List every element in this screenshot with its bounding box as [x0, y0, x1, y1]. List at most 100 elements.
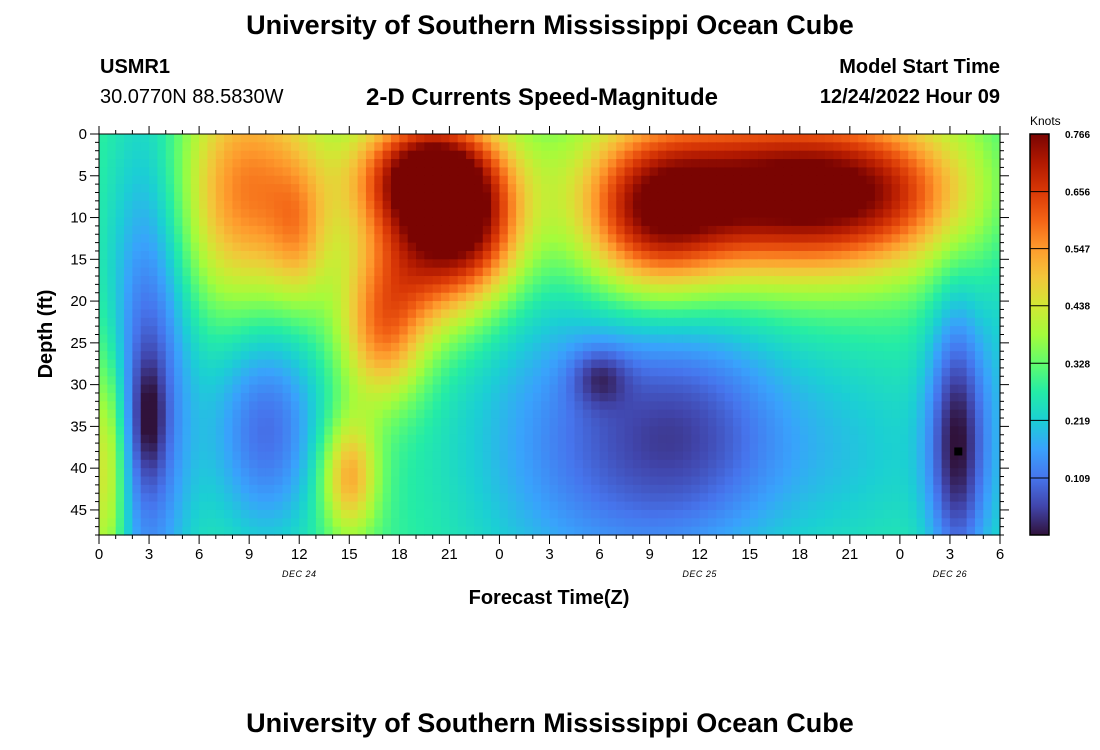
heatmap-cell [132, 184, 142, 194]
heatmap-cell [641, 476, 651, 486]
heatmap-cell [557, 175, 567, 185]
heatmap-cell [824, 167, 834, 177]
heatmap-cell [866, 443, 876, 453]
heatmap-cell [374, 259, 384, 269]
heatmap-cell [933, 142, 943, 152]
heatmap-cell [841, 175, 851, 185]
heatmap-cell [424, 142, 434, 152]
heatmap-cell [808, 259, 818, 269]
heatmap-cell [315, 175, 325, 185]
heatmap-cell [883, 509, 893, 519]
heatmap-cell [307, 459, 317, 469]
heatmap-cell [908, 242, 918, 252]
heatmap-cell [140, 459, 150, 469]
heatmap-cell [157, 501, 167, 511]
heatmap-cell [282, 225, 292, 235]
heatmap-cell [149, 250, 158, 260]
heatmap-cell [574, 184, 584, 194]
heatmap-cell [132, 225, 142, 235]
heatmap-cell [182, 267, 192, 277]
heatmap-cell [474, 284, 484, 294]
heatmap-cell [866, 150, 876, 160]
heatmap-cell [257, 234, 267, 244]
heatmap-cell [841, 242, 851, 252]
heatmap-cell [783, 167, 793, 177]
heatmap-cell [874, 292, 884, 302]
heatmap-cell [649, 468, 659, 478]
heatmap-cell [457, 217, 467, 227]
heatmap-cell [215, 493, 225, 503]
heatmap-cell [149, 200, 158, 210]
heatmap-cell [874, 150, 884, 160]
heatmap-cell [724, 150, 734, 160]
heatmap-cell [549, 392, 559, 402]
heatmap-cell [866, 309, 876, 319]
heatmap-cell [674, 326, 684, 336]
heatmap-cell [891, 359, 901, 369]
heatmap-cell [399, 443, 409, 453]
heatmap-cell [849, 301, 859, 311]
heatmap-cell [399, 418, 409, 427]
heatmap-cell [466, 459, 476, 469]
heatmap-cell [916, 267, 926, 277]
heatmap-cell [916, 200, 926, 210]
heatmap-cell [324, 484, 334, 494]
heatmap-cell [190, 142, 200, 152]
heatmap-cell [457, 451, 467, 461]
heatmap-cell [340, 367, 350, 377]
heatmap-cell [791, 351, 801, 361]
heatmap-cell [682, 451, 692, 461]
heatmap-cell [457, 225, 467, 235]
heatmap-cell [349, 276, 359, 285]
heatmap-cell [282, 309, 292, 319]
heatmap-cell [783, 501, 793, 511]
heatmap-cell [232, 468, 242, 478]
heatmap-cell [224, 209, 234, 219]
heatmap-cell [924, 342, 934, 352]
heatmap-cell [140, 376, 150, 386]
heatmap-cell [657, 217, 667, 227]
heatmap-cell [149, 217, 158, 227]
heatmap-cell [674, 476, 684, 486]
heatmap-cell [249, 401, 259, 411]
heatmap-cell [949, 184, 959, 194]
heatmap-cell [99, 192, 108, 202]
heatmap-cell [324, 267, 334, 277]
heatmap-cell [766, 459, 776, 469]
heatmap-cell [532, 134, 542, 143]
heatmap-cell [666, 334, 676, 344]
heatmap-cell [599, 142, 609, 152]
heatmap-cell [791, 175, 801, 185]
heatmap-cell [866, 401, 876, 411]
heatmap-cell [157, 150, 167, 160]
heatmap-cell [708, 384, 717, 394]
heatmap-cell [557, 317, 567, 327]
heatmap-cell [724, 409, 734, 419]
heatmap-cell [766, 292, 776, 302]
heatmap-cell [307, 376, 317, 386]
heatmap-cell [899, 476, 909, 486]
heatmap-cell [357, 259, 367, 269]
heatmap-cell [941, 167, 951, 177]
heatmap-cell [340, 150, 350, 160]
heatmap-cell [324, 342, 334, 352]
heatmap-cell [365, 367, 375, 377]
heatmap-cell [441, 209, 450, 219]
heatmap-cell [157, 434, 167, 444]
heatmap-cell [966, 200, 976, 210]
heatmap-cell [641, 392, 651, 402]
heatmap-cell [165, 134, 175, 143]
heatmap-cell [616, 384, 626, 394]
heatmap-cell [466, 284, 476, 294]
heatmap-cell [124, 509, 133, 519]
heatmap-cell [499, 401, 509, 411]
heatmap-cell [482, 326, 492, 336]
heatmap-cell [215, 259, 225, 269]
heatmap-cell [265, 484, 275, 494]
heatmap-cell [407, 284, 417, 294]
heatmap-cell [416, 443, 425, 453]
heatmap-cell [491, 167, 501, 177]
heatmap-cell [299, 301, 309, 311]
heatmap-cell [649, 501, 659, 511]
heatmap-cell [374, 200, 384, 210]
